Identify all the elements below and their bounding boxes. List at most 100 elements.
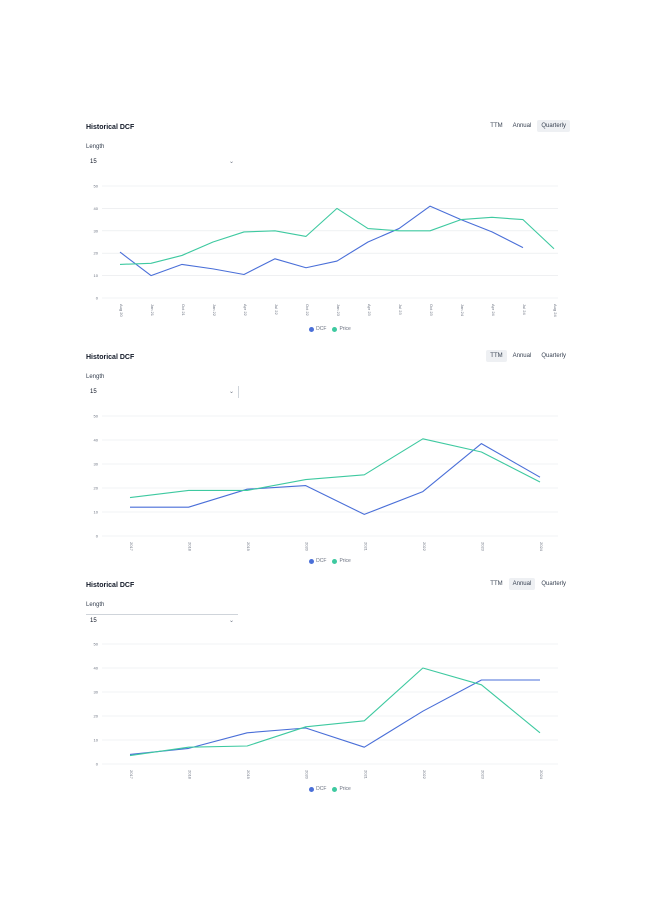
chart-legend: DCF Price: [80, 326, 580, 332]
x-tick-label: 2019: [246, 542, 251, 552]
x-tick-label: Apr 22: [243, 304, 248, 317]
series-line-dcf: [129, 679, 540, 755]
length-label: Length: [86, 144, 105, 150]
dcf-line-chart: 0 10 20 30 40 50 2017 2018 2019 2020 2021 2022 2023 2…: [94, 414, 558, 552]
period-toggle: TTM Annual Quarterly: [486, 578, 570, 590]
x-tick-label: Jan 22: [212, 304, 217, 317]
y-tick-label: 20: [94, 486, 99, 491]
x-tick-label: 2023: [480, 542, 485, 552]
x-tick-label: Jul 22: [274, 304, 279, 315]
length-label: Length: [86, 602, 105, 608]
x-tick-label: 2024: [539, 770, 544, 780]
dcf-line-chart: 0 10 20 30 40 50 Aug 20 Jan 21 Oct 21 Jan 22 Apr 2…: [94, 184, 558, 317]
y-tick-label: 10: [94, 738, 99, 743]
length-value: 15: [90, 618, 97, 624]
y-tick-label: 50: [94, 414, 99, 419]
x-tick-label: Jul 24: [522, 304, 527, 315]
series-line-price: [129, 438, 541, 499]
legend-dot-icon: [332, 558, 338, 564]
tab-quarterly[interactable]: Quarterly: [537, 120, 570, 132]
length-select[interactable]: 15 ⌄: [86, 614, 238, 627]
x-tick-label: 2020: [305, 770, 310, 780]
tab-quarterly[interactable]: Quarterly: [541, 353, 566, 359]
x-tick-label: 2022: [422, 770, 427, 780]
length-select[interactable]: 15 ⌄: [86, 386, 239, 398]
series-line-price: [129, 667, 541, 757]
legend-item-dcf[interactable]: DCF: [309, 558, 326, 564]
legend-dot-icon: [332, 326, 338, 332]
dcf-panel-3: Historical DCF TTM Annual Quarterly Leng…: [80, 576, 580, 800]
x-tick-label: Jan 23: [336, 304, 341, 317]
chevron-down-icon: ⌄: [228, 389, 234, 395]
y-tick-label: 20: [94, 251, 99, 256]
legend-dot-icon: [309, 786, 315, 792]
period-toggle: TTM Annual Quarterly: [486, 350, 570, 362]
panel-title: Historical DCF: [86, 582, 135, 589]
panel-title: Historical DCF: [86, 124, 135, 131]
x-tick-label: Jul 23: [398, 304, 403, 315]
x-tick-label: Aug 24: [553, 304, 558, 317]
legend-item-dcf[interactable]: DCF: [309, 326, 326, 332]
chevron-down-icon: ⌄: [228, 618, 234, 624]
tab-quarterly[interactable]: Quarterly: [541, 581, 566, 587]
x-tick-label: 2017: [129, 770, 134, 780]
length-label: Length: [86, 374, 105, 380]
y-tick-label: 50: [94, 642, 99, 647]
length-value: 15: [90, 159, 97, 165]
x-tick-label: Aug 20: [119, 304, 124, 317]
legend-dot-icon: [332, 786, 338, 792]
legend-dot-icon: [309, 558, 315, 564]
tab-ttm[interactable]: TTM: [490, 581, 503, 587]
y-tick-label: 40: [94, 666, 99, 671]
x-tick-label: 2018: [188, 542, 193, 552]
x-tick-label: Jan 21: [150, 304, 155, 317]
y-tick-label: 30: [94, 228, 99, 233]
series-line-dcf: [119, 205, 524, 277]
chevron-down-icon: ⌄: [228, 159, 234, 165]
tab-annual[interactable]: Annual: [512, 123, 532, 129]
tab-ttm[interactable]: TTM: [490, 123, 503, 129]
y-tick-label: 30: [94, 690, 99, 695]
y-tick-label: 0: [96, 296, 99, 301]
x-tick-label: Oct 21: [181, 304, 186, 317]
y-tick-label: 10: [94, 510, 99, 515]
chart-legend: DCF Price: [80, 558, 580, 564]
series-line-dcf: [130, 443, 541, 515]
x-tick-label: Apr 23: [367, 304, 372, 317]
y-tick-label: 0: [96, 762, 99, 767]
dcf-line-chart: 0 10 20 30 40 50 2017 2018 2019 2020 2021 2022 2023 2…: [94, 642, 558, 780]
x-tick-label: Oct 22: [305, 304, 310, 317]
x-tick-label: 2024: [539, 542, 544, 552]
y-tick-label: 40: [94, 206, 99, 211]
x-tick-label: 2022: [422, 542, 427, 552]
x-tick-label: 2021: [363, 542, 368, 552]
legend-item-price[interactable]: Price: [332, 558, 351, 564]
y-tick-label: 10: [94, 273, 99, 278]
tab-ttm[interactable]: TTM: [486, 350, 507, 362]
x-tick-label: Jan 24: [460, 304, 465, 317]
chart-legend: DCF Price: [80, 786, 580, 792]
x-tick-label: 2017: [129, 542, 134, 552]
dcf-panel-1: Historical DCF TTM Annual Quarterly Leng…: [80, 118, 580, 340]
x-tick-label: 2020: [305, 542, 310, 552]
legend-item-price[interactable]: Price: [332, 326, 351, 332]
y-tick-label: 40: [94, 438, 99, 443]
legend-item-price[interactable]: Price: [332, 786, 351, 792]
panel-title: Historical DCF: [86, 354, 135, 361]
legend-dot-icon: [309, 326, 315, 332]
x-tick-label: 2018: [188, 770, 193, 780]
dcf-panel-2: Historical DCF TTM Annual Quarterly Leng…: [80, 348, 580, 572]
y-tick-label: 30: [94, 462, 99, 467]
tab-annual[interactable]: Annual: [508, 578, 536, 590]
y-tick-label: 20: [94, 714, 99, 719]
x-tick-label: Oct 23: [429, 304, 434, 317]
tab-annual[interactable]: Annual: [512, 353, 532, 359]
y-tick-label: 0: [96, 534, 99, 539]
y-tick-label: 50: [94, 184, 99, 189]
length-value: 15: [90, 389, 97, 395]
x-tick-label: 2021: [363, 770, 368, 780]
x-tick-label: 2023: [480, 770, 485, 780]
length-select[interactable]: 15 ⌄: [86, 156, 238, 168]
x-tick-label: Apr 24: [491, 304, 496, 317]
legend-item-dcf[interactable]: DCF: [309, 786, 326, 792]
